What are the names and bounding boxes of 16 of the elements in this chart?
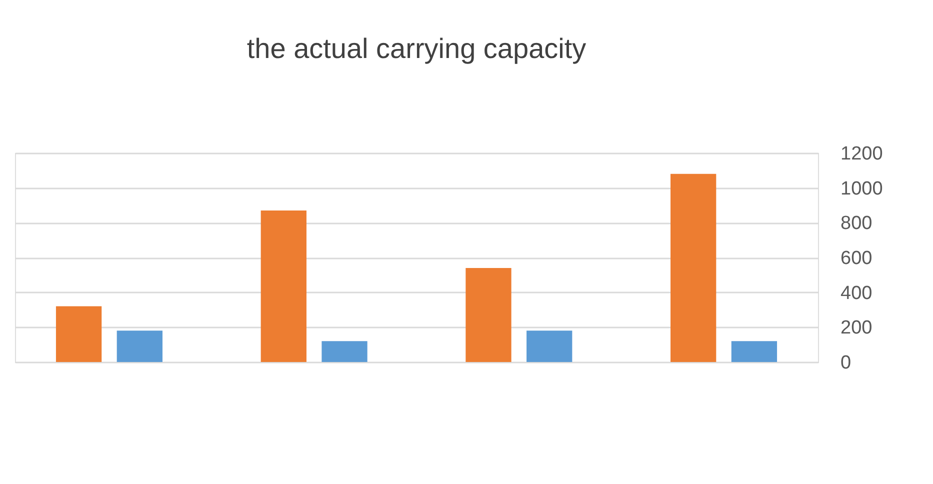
bar <box>116 330 162 362</box>
bar <box>56 306 102 362</box>
y-tick-label: 0 <box>840 352 852 374</box>
chart-title: the actual carrying capacity <box>246 33 586 64</box>
y-tick-label: 1000 <box>840 178 883 200</box>
bar <box>670 174 716 362</box>
y-tick-label: 1200 <box>840 144 883 164</box>
bar <box>260 210 306 362</box>
bar <box>731 341 778 362</box>
bar <box>322 341 368 362</box>
y-tick-label: 400 <box>840 282 872 304</box>
bar <box>526 330 572 362</box>
y-tick-label: 800 <box>840 213 872 234</box>
bar <box>466 268 512 362</box>
y-tick-label: 200 <box>840 318 872 339</box>
y-tick-label: 600 <box>840 248 872 269</box>
